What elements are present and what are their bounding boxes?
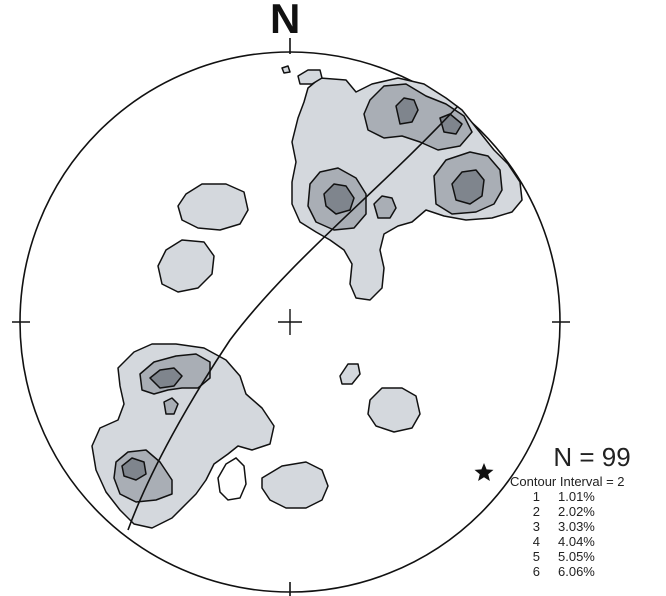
contour-patch-top-small-1 bbox=[297, 69, 323, 85]
level-number: 2 bbox=[532, 504, 540, 519]
contour-patch-west-1 bbox=[177, 183, 249, 231]
level-number: 6 bbox=[532, 564, 540, 579]
level-percent: 6.06% bbox=[558, 564, 595, 579]
contour-ne-top-3 bbox=[395, 97, 419, 125]
contour-level-row: 4 4.04% bbox=[526, 534, 595, 549]
contour-interval: Contour Interval = 2 bbox=[510, 474, 625, 489]
contour-level-3 bbox=[121, 97, 485, 481]
great-circle bbox=[127, 105, 459, 531]
contour-level-row: 3 3.03% bbox=[526, 519, 595, 534]
level-number: 3 bbox=[532, 519, 540, 534]
contour-level-row: 5 5.05% bbox=[526, 549, 595, 564]
contour-level-table: 1 1.01% 2 2.02% 3 3.03% 4 4.04% 5 5.05% … bbox=[526, 489, 595, 579]
contour-level-row: 1 1.01% bbox=[526, 489, 595, 504]
contour-ne-top-2 bbox=[363, 83, 473, 151]
level-number: 5 bbox=[532, 549, 540, 564]
level-percent: 1.01% bbox=[558, 489, 595, 504]
level-number: 1 bbox=[532, 489, 540, 504]
contour-patch-east bbox=[367, 387, 421, 433]
contour-hole-sw bbox=[217, 457, 247, 501]
contour-patch-south bbox=[261, 461, 329, 509]
level-percent: 3.03% bbox=[558, 519, 595, 534]
contour-ne-small-2 bbox=[373, 195, 397, 219]
north-label: N bbox=[270, 0, 301, 42]
sample-count: N = 99 bbox=[553, 442, 631, 472]
legend: N = 99 Contour Interval = 2 1 1.01% 2 2.… bbox=[508, 442, 666, 579]
level-number: 4 bbox=[532, 534, 540, 549]
contour-patch-top-small-2 bbox=[281, 65, 291, 74]
contour-level-row: 6 6.06% bbox=[526, 564, 595, 579]
level-percent: 5.05% bbox=[558, 549, 595, 564]
contour-sw-small-2 bbox=[163, 397, 179, 415]
level-percent: 2.02% bbox=[558, 504, 595, 519]
contour-sw-bottom-3 bbox=[121, 457, 147, 481]
star-icon bbox=[474, 463, 494, 481]
contour-level-row: 2 2.02% bbox=[526, 504, 595, 519]
contour-ne-east-3 bbox=[451, 169, 485, 205]
contour-ne-mid-3 bbox=[323, 183, 355, 215]
contour-patch-mid-small bbox=[339, 363, 361, 385]
level-percent: 4.04% bbox=[558, 534, 595, 549]
contour-patch-west-2 bbox=[157, 239, 215, 293]
contour-sw-top-3 bbox=[149, 367, 183, 389]
